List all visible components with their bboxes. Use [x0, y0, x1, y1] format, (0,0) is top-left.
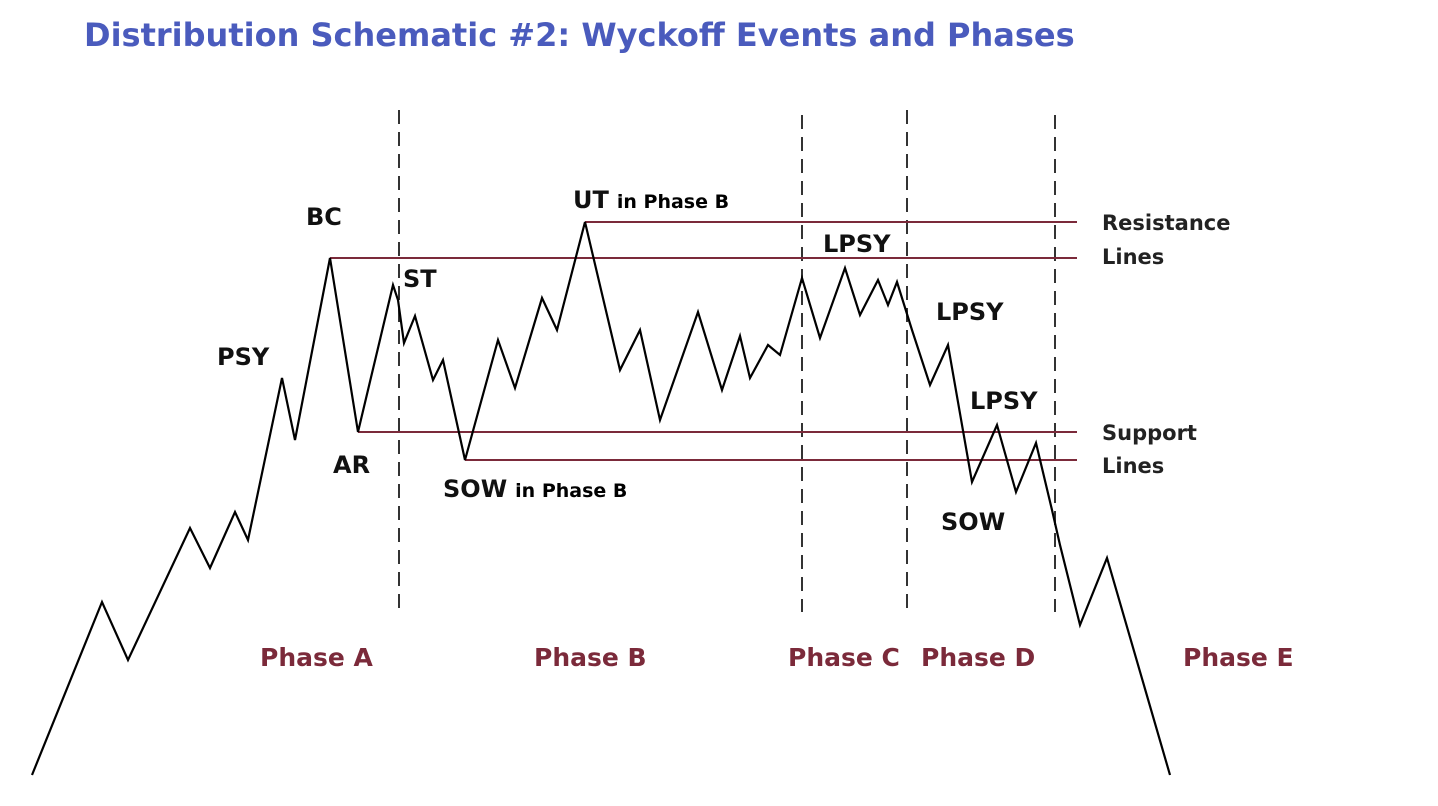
- event-label: AR: [333, 451, 370, 479]
- phase-label: Phase B: [534, 643, 647, 672]
- event-label: LPSY: [936, 298, 1004, 326]
- level-label: Lines: [1102, 245, 1164, 269]
- event-label: ST: [403, 265, 437, 293]
- event-name: SOW: [443, 475, 507, 503]
- phase-label: Phase D: [921, 643, 1035, 672]
- event-note: in Phase B: [515, 480, 627, 502]
- event-label: BC: [306, 203, 342, 231]
- level-label: Resistance: [1102, 211, 1230, 235]
- event-label: PSY: [217, 343, 270, 371]
- event-label: LPSY: [970, 387, 1038, 415]
- levels: [330, 221, 1077, 461]
- event-label: SOW in Phase B: [443, 475, 627, 503]
- phase-dividers: [398, 110, 1056, 612]
- level-label: Support: [1102, 421, 1197, 445]
- event-label: UT in Phase B: [573, 186, 729, 214]
- event-label: LPSY: [823, 230, 891, 258]
- phase-label: Phase C: [788, 643, 900, 672]
- title: Distribution Schematic #2: Wyckoff Event…: [84, 16, 1075, 54]
- phase-label: Phase E: [1183, 643, 1294, 672]
- event-name: UT: [573, 186, 609, 214]
- phase-label: Phase A: [260, 643, 374, 672]
- price-path: [30, 221, 1172, 776]
- event-note: in Phase B: [617, 191, 729, 213]
- event-label: SOW: [941, 508, 1005, 536]
- level-label: Lines: [1102, 454, 1164, 478]
